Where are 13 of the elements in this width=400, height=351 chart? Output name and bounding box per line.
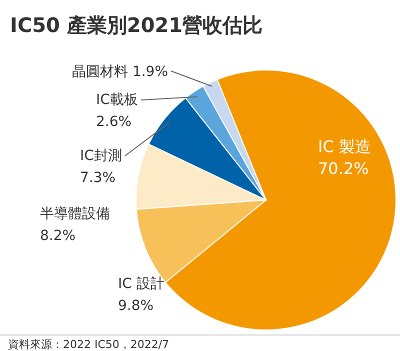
data-label: 8.2% [40,228,76,244]
data-label: 7.3% [80,170,116,186]
slice-label: IC 製造 [318,137,371,156]
slice-label: IC 設計 [118,276,164,292]
slice-label: IC載板 [96,92,138,108]
data-label: 70.2% [318,159,369,178]
data-label: 9.8% [118,298,154,314]
slice-label: 半導體設備 [40,206,110,222]
chart-title: IC50 產業別2021營收估比 [10,13,263,37]
source-note: 資料來源：2022 IC50，2022/7 [8,338,170,351]
data-label: 2.6% [96,114,132,130]
slice-label: IC封測 [80,148,122,164]
slice-label: 晶圓材料 1.9% [72,64,168,80]
